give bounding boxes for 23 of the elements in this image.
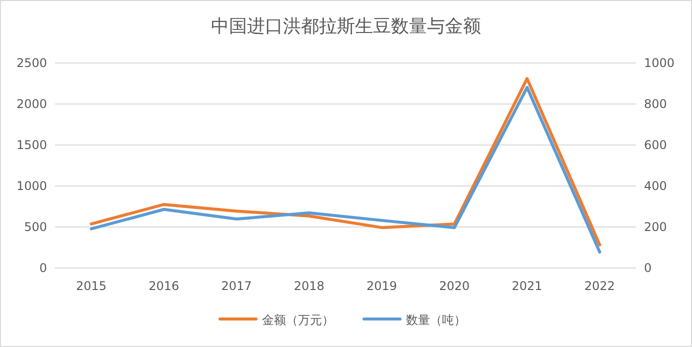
y2-tick-label: 200 [644, 220, 667, 234]
y-tick-label: 2000 [16, 97, 47, 111]
y-tick-label: 2500 [16, 56, 47, 70]
y-tick-label: 1000 [16, 179, 47, 193]
legend-label: 金额（万元） [262, 313, 334, 327]
legend-label: 数量（吨） [406, 313, 466, 327]
y-tick-label: 1500 [16, 138, 47, 152]
x-tick-label: 2018 [294, 279, 324, 293]
y2-tick-label: 600 [644, 138, 667, 152]
y2-tick-label: 1000 [644, 56, 675, 70]
x-tick-label: 2017 [221, 279, 252, 293]
x-tick-label: 2016 [148, 279, 180, 293]
x-tick-label: 2020 [439, 279, 470, 293]
chart-title: 中国进口洪都拉斯生豆数量与金额 [211, 16, 481, 37]
y2-tick-label: 0 [644, 261, 652, 275]
x-tick-label: 2022 [584, 279, 615, 293]
x-tick-label: 2015 [76, 279, 107, 293]
x-tick-label: 2019 [366, 279, 398, 293]
y-tick-label: 0 [39, 261, 47, 275]
x-tick-label: 2021 [512, 279, 542, 293]
y2-tick-label: 800 [644, 97, 667, 111]
y-tick-label: 500 [24, 220, 47, 234]
y2-tick-label: 400 [644, 179, 667, 193]
